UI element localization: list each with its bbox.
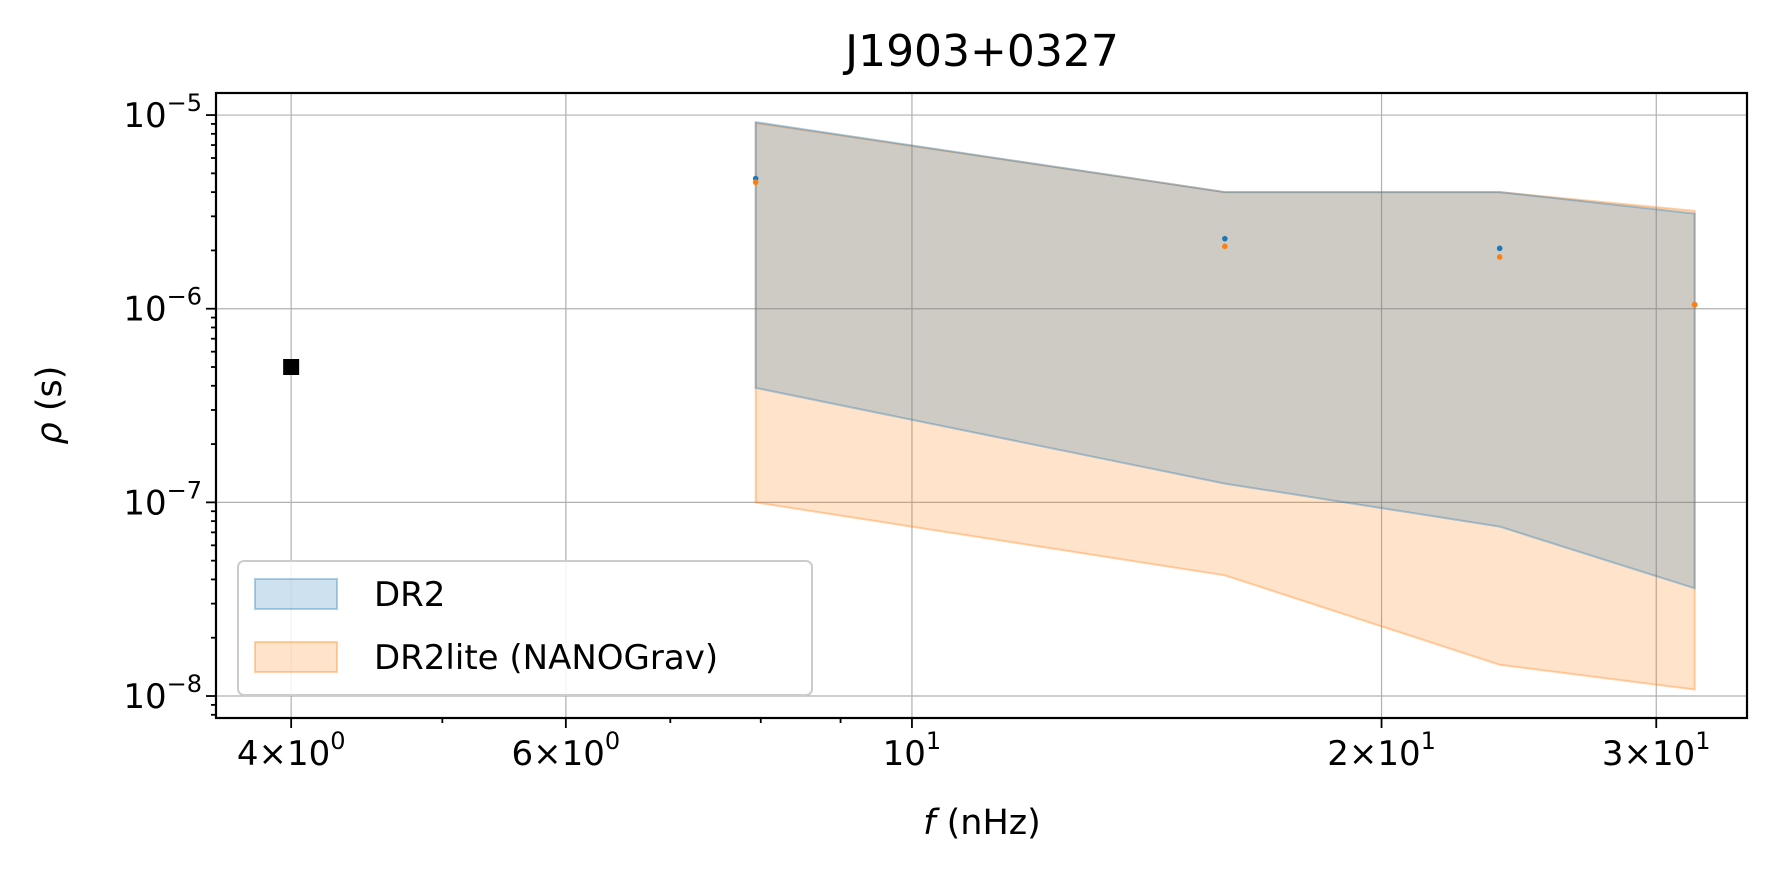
x-tick-label: 3×101: [1602, 727, 1711, 774]
point-dr2: [1496, 245, 1503, 252]
x-tick-label: 101: [883, 727, 942, 774]
legend-swatch-dr2lite: [254, 641, 338, 673]
x-tick-label: 6×100: [512, 727, 621, 774]
band-dr2lite: [754, 121, 1696, 691]
y-tick-label: 10−8: [123, 670, 202, 717]
y-tick-label: 10−5: [123, 89, 202, 136]
x-tick-label: 4×100: [237, 727, 346, 774]
legend-label-dr2: DR2: [374, 575, 445, 615]
band-dr2: [754, 120, 1696, 590]
x-tick-label: 2×101: [1327, 727, 1436, 774]
legend-label-dr2lite: DR2lite (NANOGrav): [374, 638, 718, 678]
point-dr2lite: [1222, 243, 1228, 250]
confidence-bands: [754, 120, 1696, 691]
chart-title: J1903+0327: [842, 26, 1119, 77]
grid-lines: [216, 93, 1747, 718]
legend-box: [237, 560, 813, 696]
reference-markers: [283, 359, 300, 376]
axes-frame: [214, 91, 1749, 720]
point-dr2lite: [1691, 301, 1698, 308]
point-dr2: [1222, 235, 1228, 242]
y-tick-label: 10−6: [123, 283, 202, 330]
y-tick-label: 10−7: [123, 476, 202, 523]
x-axis-ticks: 4×100 6×100 101 2×101 3×101: [237, 718, 1711, 774]
point-dr2lite: [752, 179, 759, 186]
legend-swatch-dr2: [254, 578, 338, 610]
y-axis-label: ρ (s): [30, 366, 70, 445]
legend: DR2 DR2lite (NANOGrav): [237, 560, 813, 696]
x-axis-label: f (nHz): [923, 803, 1041, 843]
y-axis-ticks: 10−5 10−6 10−7 10−8: [123, 89, 216, 717]
data-points: [752, 175, 1698, 308]
square-marker: [283, 359, 300, 376]
point-dr2lite: [1496, 254, 1503, 260]
